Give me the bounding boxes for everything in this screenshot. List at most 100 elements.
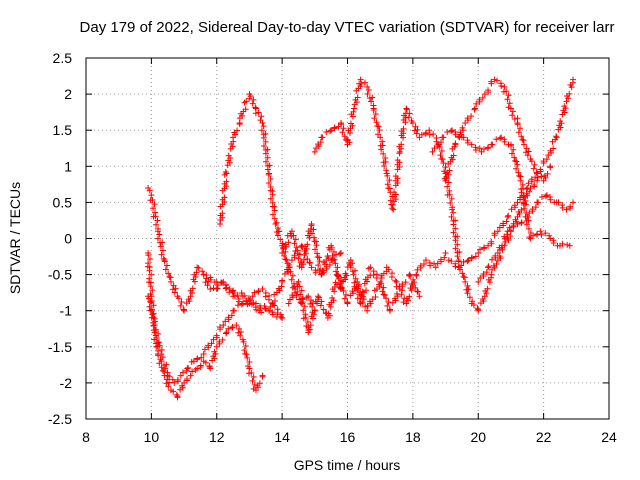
data-point	[416, 293, 423, 300]
data-point	[535, 199, 542, 206]
y-tick-label-8: 1.5	[53, 122, 73, 138]
data-point	[192, 366, 199, 373]
data-point	[153, 221, 160, 228]
data-point	[213, 286, 220, 293]
data-point	[189, 368, 196, 375]
x-tick-label-4: 16	[340, 429, 356, 445]
data-point	[242, 350, 249, 357]
data-point	[513, 165, 520, 172]
chart-title: Day 179 of 2022, Sidereal Day-to-day VTE…	[80, 19, 615, 36]
data-point	[374, 122, 381, 129]
data-point	[302, 311, 309, 318]
data-point	[476, 145, 483, 152]
data-point	[423, 129, 430, 136]
data-point	[240, 338, 247, 345]
data-point	[166, 379, 173, 386]
data-point	[147, 307, 154, 314]
data-point	[524, 184, 531, 191]
data-point	[315, 293, 322, 300]
data-point	[159, 239, 166, 246]
data-point	[271, 207, 278, 214]
data-point	[338, 121, 345, 128]
data-point	[448, 195, 455, 202]
data-point	[308, 264, 315, 271]
data-point	[448, 128, 455, 135]
data-point	[252, 104, 259, 111]
data-point	[342, 270, 349, 277]
data-point	[153, 326, 160, 333]
data-point	[187, 372, 194, 379]
data-point	[559, 240, 566, 247]
data-point	[522, 201, 529, 208]
data-point	[456, 249, 463, 256]
data-point	[427, 262, 434, 269]
data-point	[207, 286, 214, 293]
data-point	[533, 169, 540, 176]
data-point	[290, 232, 297, 239]
data-point	[213, 332, 220, 339]
data-point	[468, 141, 475, 148]
data-point	[538, 193, 545, 200]
data-point	[242, 342, 249, 349]
data-point	[151, 322, 158, 329]
data-point	[566, 242, 573, 249]
data-point	[496, 224, 503, 231]
data-point	[165, 270, 172, 277]
data-point	[251, 289, 258, 296]
data-point	[146, 303, 153, 310]
data-point	[288, 228, 295, 235]
data-point	[468, 113, 475, 120]
data-point	[177, 302, 184, 309]
data-point	[375, 131, 382, 138]
data-point	[508, 142, 515, 149]
data-point	[400, 125, 407, 132]
data-point	[293, 292, 300, 299]
data-point	[523, 221, 530, 228]
data-point	[380, 150, 387, 157]
data-point	[379, 142, 386, 149]
data-point	[503, 218, 510, 225]
data-point	[213, 278, 220, 285]
data-point	[258, 113, 265, 120]
data-point	[370, 271, 377, 278]
data-point	[249, 100, 256, 107]
data-point	[189, 285, 196, 292]
data-point	[492, 252, 499, 259]
data-point	[159, 354, 166, 361]
data-point	[464, 139, 471, 146]
data-point	[266, 162, 273, 169]
data-point	[392, 173, 399, 180]
data-point	[147, 299, 154, 306]
data-point	[547, 235, 554, 242]
data-point	[163, 361, 170, 368]
data-point	[150, 314, 157, 321]
data-point	[524, 152, 531, 159]
data-point	[406, 271, 413, 278]
data-point	[479, 94, 486, 101]
data-point	[523, 145, 530, 152]
data-point	[441, 254, 448, 261]
data-point	[162, 365, 169, 372]
data-point	[472, 253, 479, 260]
data-point	[438, 155, 445, 162]
data-point	[250, 299, 257, 306]
data-point	[361, 79, 368, 86]
data-point	[501, 138, 508, 145]
data-point	[158, 351, 165, 358]
data-point	[530, 232, 537, 239]
data-point	[288, 257, 295, 264]
data-point	[314, 254, 321, 261]
data-point	[153, 334, 160, 341]
data-point	[465, 257, 472, 264]
data-point	[454, 253, 461, 260]
data-point	[448, 213, 455, 220]
data-point	[417, 262, 424, 269]
data-point	[146, 256, 153, 263]
data-point	[145, 252, 152, 259]
data-point	[422, 257, 429, 264]
data-point	[446, 167, 453, 174]
data-point	[177, 372, 184, 379]
data-point	[372, 294, 379, 301]
data-point	[286, 262, 293, 269]
data-point	[148, 192, 155, 199]
